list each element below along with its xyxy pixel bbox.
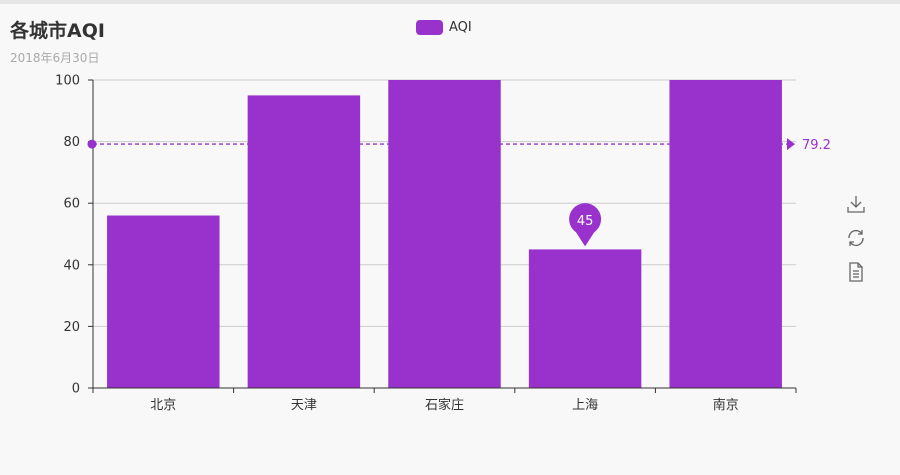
data-view-icon[interactable]: [845, 261, 867, 283]
y-tick-label: 0: [72, 382, 80, 397]
x-tick-label: 石家庄: [425, 397, 464, 413]
download-icon[interactable]: [845, 193, 867, 215]
legend-item-aqi[interactable]: AQI: [416, 18, 472, 36]
average-line-arrow: [787, 138, 795, 151]
x-tick-label: 南京: [713, 397, 739, 413]
y-tick-label: 80: [63, 135, 80, 150]
bar: [528, 249, 642, 388]
chart-subtitle: 2018年6月30日: [10, 51, 100, 65]
top-border: [0, 0, 900, 4]
bar: [107, 215, 220, 388]
toolbox: [845, 193, 867, 295]
x-tick-label: 天津: [291, 398, 317, 413]
y-tick-label: 60: [63, 197, 80, 212]
x-tick-label: 北京: [150, 398, 176, 413]
refresh-icon[interactable]: [845, 227, 867, 249]
mark-point-label: 45: [577, 214, 594, 229]
bar: [669, 80, 782, 388]
average-line-label: 79.2: [802, 138, 831, 153]
chart-title: 各城市AQI: [10, 20, 105, 42]
average-line-start: [87, 139, 97, 149]
y-tick-label: 40: [63, 258, 80, 273]
bar: [247, 95, 361, 389]
y-tick-label: 100: [55, 74, 80, 89]
legend-label: AQI: [449, 19, 472, 35]
bar: [388, 80, 501, 388]
legend-swatch: [416, 19, 443, 35]
x-tick-label: 上海: [572, 398, 598, 413]
mark-point-pin: [569, 203, 602, 247]
y-tick-label: 20: [63, 320, 80, 335]
